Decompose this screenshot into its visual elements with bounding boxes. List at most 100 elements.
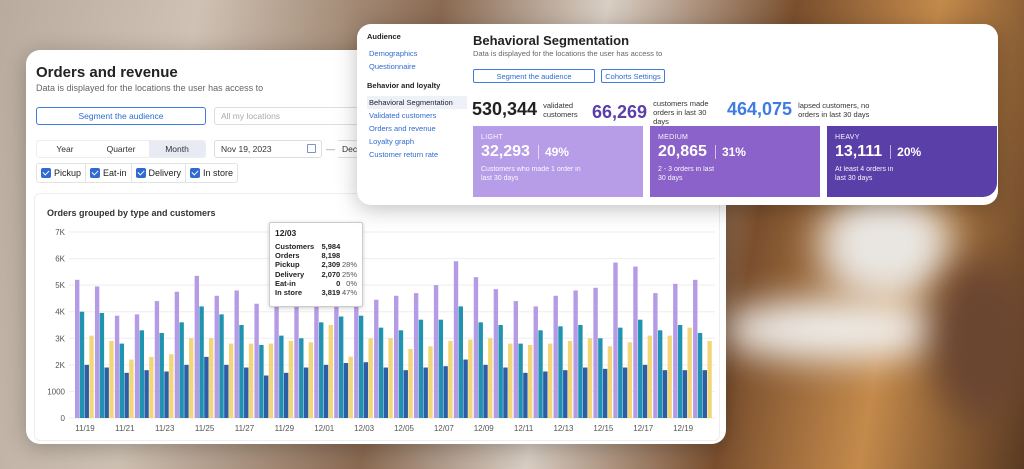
bar[interactable]	[239, 325, 244, 418]
bar[interactable]	[378, 327, 384, 418]
filter-eat-in[interactable]: Eat-in	[86, 164, 132, 182]
filter-in-store[interactable]: In store	[186, 164, 237, 182]
bar[interactable]	[114, 315, 120, 418]
bar[interactable]	[682, 370, 688, 418]
bar[interactable]	[338, 316, 344, 418]
bar[interactable]	[438, 319, 444, 418]
bar[interactable]	[657, 330, 663, 418]
bar[interactable]	[189, 338, 194, 418]
bar[interactable]	[463, 359, 468, 418]
bar[interactable]	[224, 364, 229, 418]
bar[interactable]	[348, 356, 353, 418]
bar[interactable]	[488, 338, 493, 418]
bar[interactable]	[458, 306, 463, 418]
bar[interactable]	[567, 340, 573, 418]
bar[interactable]	[394, 295, 399, 418]
bar[interactable]	[109, 340, 114, 418]
bar[interactable]	[468, 339, 473, 418]
bar[interactable]	[627, 342, 633, 418]
bar[interactable]	[598, 338, 603, 418]
sidebar-item[interactable]: Behavioral Segmentation	[367, 96, 467, 109]
filter-pickup[interactable]: Pickup	[37, 164, 87, 182]
bar[interactable]	[268, 343, 274, 418]
bar[interactable]	[169, 354, 174, 418]
bar[interactable]	[433, 285, 439, 418]
bar[interactable]	[558, 326, 563, 418]
bar[interactable]	[204, 356, 209, 418]
sidebar-item[interactable]: Questionnaire	[369, 62, 416, 71]
bar[interactable]	[388, 338, 393, 418]
sidebar-item[interactable]: Demographics	[369, 49, 418, 58]
bar[interactable]	[443, 366, 448, 418]
bar[interactable]	[538, 330, 543, 418]
bar[interactable]	[343, 362, 349, 418]
bar[interactable]	[573, 290, 578, 418]
bar[interactable]	[428, 346, 433, 418]
bar[interactable]	[134, 314, 140, 418]
bar[interactable]	[363, 362, 369, 418]
bar[interactable]	[448, 340, 453, 418]
bar[interactable]	[423, 367, 428, 418]
bar[interactable]	[553, 295, 558, 418]
bar[interactable]	[358, 315, 364, 418]
bar[interactable]	[248, 343, 254, 418]
checkbox-checked-icon[interactable]	[90, 168, 101, 178]
bar[interactable]	[607, 346, 613, 418]
locations-select[interactable]: All my locations	[214, 107, 364, 125]
bar[interactable]	[84, 364, 89, 418]
bar[interactable]	[707, 340, 712, 418]
bar[interactable]	[547, 343, 553, 418]
bar[interactable]	[104, 367, 109, 418]
bar[interactable]	[618, 327, 623, 418]
bar[interactable]	[139, 330, 144, 418]
bar[interactable]	[622, 367, 628, 418]
bar[interactable]	[119, 343, 125, 418]
bar[interactable]	[288, 340, 294, 418]
bar[interactable]	[129, 359, 134, 418]
bar[interactable]	[403, 370, 408, 418]
bar[interactable]	[328, 325, 333, 418]
bar[interactable]	[164, 371, 169, 419]
period-month[interactable]: Month	[149, 141, 205, 157]
bar[interactable]	[673, 283, 678, 418]
bar[interactable]	[602, 368, 608, 418]
bar[interactable]	[159, 332, 164, 418]
bar[interactable]	[702, 370, 708, 418]
bar[interactable]	[413, 293, 419, 418]
bar[interactable]	[453, 261, 459, 418]
bar[interactable]	[693, 279, 698, 418]
bar[interactable]	[374, 299, 379, 418]
bar[interactable]	[593, 287, 598, 418]
bar[interactable]	[563, 370, 568, 418]
bar[interactable]	[308, 342, 314, 418]
bar[interactable]	[299, 338, 304, 418]
bar[interactable]	[697, 332, 703, 418]
bar[interactable]	[279, 335, 284, 418]
tile-light[interactable]: LIGHT 32,293 49% Customers who made 1 ord…	[473, 126, 643, 197]
bar[interactable]	[383, 367, 389, 418]
bar[interactable]	[149, 356, 154, 418]
bar[interactable]	[408, 348, 413, 418]
bar[interactable]	[194, 275, 200, 418]
tile-heavy[interactable]: HEAVY 13,111 20% At least 4 orders in las…	[827, 126, 997, 197]
bar[interactable]	[647, 335, 652, 418]
bar[interactable]	[587, 338, 593, 418]
bar[interactable]	[662, 370, 668, 418]
segment-audience-button[interactable]: Segment the audience	[473, 69, 595, 83]
bar[interactable]	[99, 313, 105, 418]
checkbox-checked-icon[interactable]	[190, 168, 201, 178]
bar[interactable]	[527, 344, 533, 418]
bar[interactable]	[124, 372, 129, 418]
bar[interactable]	[513, 301, 519, 418]
bar[interactable]	[154, 301, 160, 418]
sidebar-item[interactable]: Customer return rate	[369, 150, 439, 159]
bar[interactable]	[543, 371, 548, 419]
bar[interactable]	[667, 335, 672, 418]
bar[interactable]	[144, 370, 149, 418]
bar[interactable]	[518, 343, 523, 418]
bar[interactable]	[498, 325, 503, 418]
bar[interactable]	[314, 289, 319, 418]
bar[interactable]	[259, 344, 264, 418]
cohorts-settings-button[interactable]: Cohorts Settings	[601, 69, 665, 83]
bar[interactable]	[523, 372, 528, 418]
